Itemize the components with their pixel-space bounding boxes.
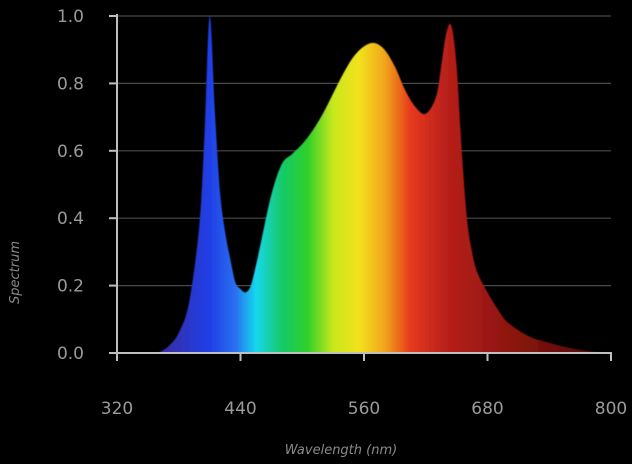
y-tick-label-4: 0.8 xyxy=(57,74,84,94)
x-tick-label-0: 320 xyxy=(101,399,133,419)
y-tick-label-2: 0.4 xyxy=(57,209,84,229)
axes xyxy=(109,14,612,361)
x-tick-label-2: 560 xyxy=(348,399,380,419)
x-tick-label-3: 680 xyxy=(471,399,503,419)
x-axis-title: Wavelength (nm) xyxy=(285,443,397,458)
x-tick-label-1: 440 xyxy=(224,399,256,419)
y-tick-label-0: 0.0 xyxy=(57,344,84,364)
y-tick-labels: 0.0 0.2 0.4 0.6 0.8 1.0 xyxy=(57,7,84,364)
y-tick-label-5: 1.0 xyxy=(57,7,84,27)
spectrum-area xyxy=(158,15,611,353)
x-tick-label-4: 800 xyxy=(595,399,627,419)
x-tick-labels: 320 440 560 680 800 xyxy=(101,399,627,419)
y-tick-label-3: 0.6 xyxy=(57,142,84,162)
y-tick-label-1: 0.2 xyxy=(57,277,84,297)
y-axis-title: Spectrum xyxy=(8,241,23,304)
spectrum-area-layer xyxy=(158,15,611,353)
